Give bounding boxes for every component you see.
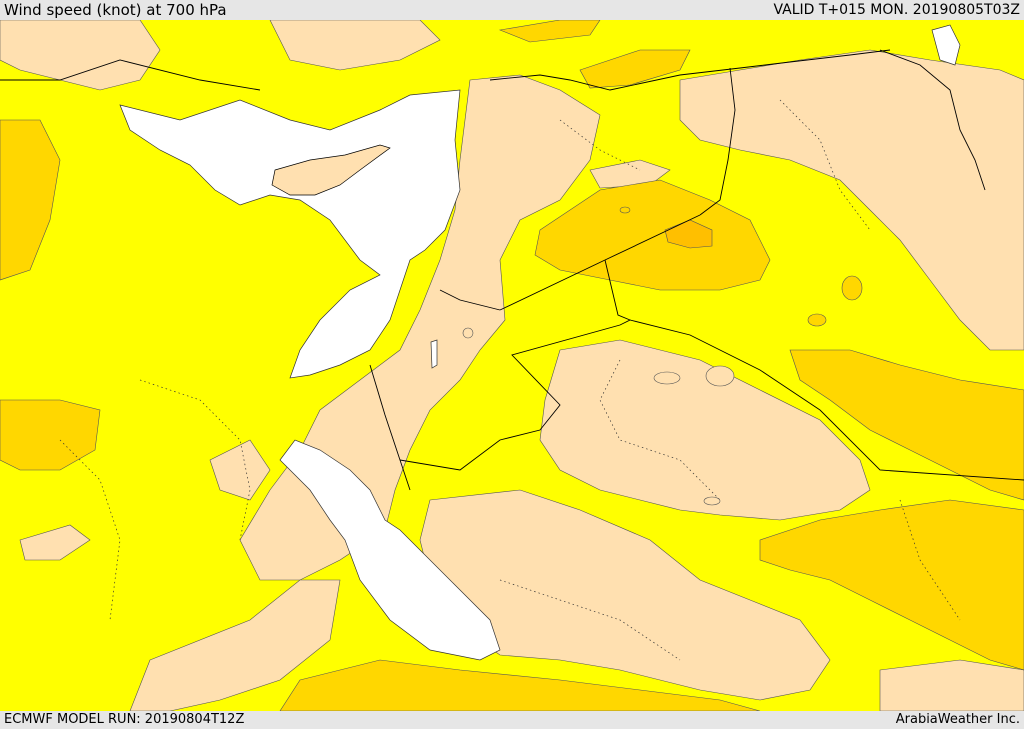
- mediterranean-sea: [119, 89, 461, 379]
- wind-speed-map: [0, 20, 1024, 711]
- country-borders: [0, 49, 1024, 491]
- lake-north: [931, 24, 961, 66]
- cyprus-island: [271, 144, 391, 196]
- map-title: Wind speed (knot) at 700 hPa: [4, 1, 227, 19]
- map-header: Wind speed (knot) at 700 hPa VALID T+015…: [0, 0, 1024, 20]
- dead-sea: [430, 339, 438, 369]
- contour-blobs: [462, 327, 735, 506]
- contour-blobs-high: [619, 206, 863, 327]
- map-footer: ECMWF MODEL RUN: 20190804T12Z ArabiaWeat…: [0, 711, 1024, 729]
- high-speed-areas: [0, 20, 1024, 711]
- low-speed-areas: [0, 20, 1024, 711]
- credit-label: ArabiaWeather Inc.: [895, 712, 1020, 727]
- sea-areas: [119, 24, 961, 661]
- model-run: ECMWF MODEL RUN: 20190804T12Z: [4, 712, 245, 727]
- province-boundaries: [59, 99, 961, 661]
- valid-time: VALID T+015 MON. 20190805T03Z: [773, 2, 1020, 18]
- red-sea: [279, 439, 501, 661]
